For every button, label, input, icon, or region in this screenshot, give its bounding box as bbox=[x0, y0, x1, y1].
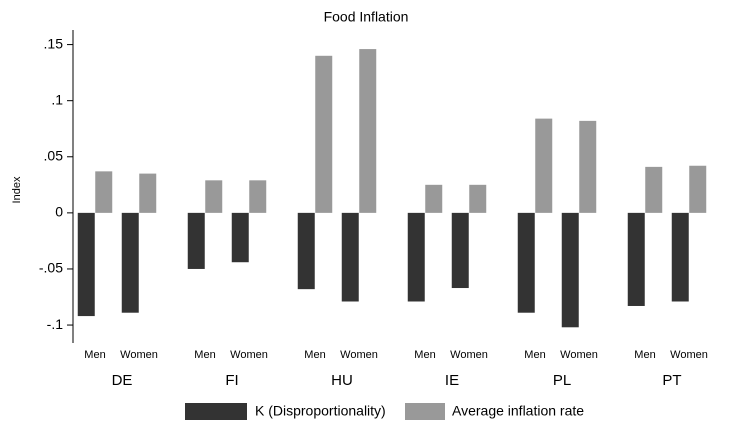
bar bbox=[187, 212, 205, 269]
bar bbox=[425, 184, 443, 213]
x-tick-label: Women bbox=[230, 349, 268, 361]
bar bbox=[205, 180, 223, 213]
x-tick-label: Men bbox=[194, 349, 215, 361]
y-tick-label: 0 bbox=[55, 204, 63, 220]
bar bbox=[407, 212, 425, 302]
bar bbox=[315, 55, 333, 213]
y-tick-label: .1 bbox=[51, 91, 63, 107]
x-tick-label: Women bbox=[120, 349, 158, 361]
y-tick-label: -.05 bbox=[39, 260, 63, 276]
bar bbox=[535, 118, 553, 213]
x-tick-label: Men bbox=[84, 349, 105, 361]
group-label: IE bbox=[445, 372, 459, 389]
bar bbox=[561, 212, 579, 328]
x-tick-label: Men bbox=[304, 349, 325, 361]
bar bbox=[671, 212, 689, 302]
chart-title: Food Inflation bbox=[324, 9, 409, 25]
group-label: FI bbox=[225, 372, 238, 389]
bar bbox=[359, 49, 377, 213]
legend-label: K (Disproportionality) bbox=[255, 403, 386, 419]
y-axis-label: Index bbox=[11, 176, 23, 203]
bar bbox=[231, 212, 249, 263]
bar bbox=[249, 180, 267, 213]
bar bbox=[645, 166, 663, 213]
bar bbox=[517, 212, 535, 313]
bar bbox=[627, 212, 645, 306]
y-tick-label: -.1 bbox=[47, 316, 64, 332]
x-tick-label: Women bbox=[560, 349, 598, 361]
bar bbox=[139, 173, 157, 213]
legend-swatch bbox=[405, 403, 445, 420]
bar bbox=[341, 212, 359, 302]
y-tick-label: .05 bbox=[44, 147, 64, 163]
group-label: DE bbox=[112, 372, 133, 389]
x-tick-label: Men bbox=[634, 349, 655, 361]
group-label: PT bbox=[662, 372, 681, 389]
x-tick-label: Men bbox=[414, 349, 435, 361]
bar bbox=[297, 212, 315, 290]
bar bbox=[77, 212, 95, 317]
group-label: PL bbox=[553, 372, 571, 389]
bar bbox=[451, 212, 469, 289]
legend-label: Average inflation rate bbox=[452, 403, 584, 419]
y-tick-label: .15 bbox=[44, 35, 64, 51]
group-label: HU bbox=[331, 372, 353, 389]
bar bbox=[469, 184, 487, 213]
x-tick-label: Women bbox=[450, 349, 488, 361]
bar bbox=[121, 212, 139, 313]
legend-swatch bbox=[185, 403, 247, 420]
x-tick-label: Women bbox=[340, 349, 378, 361]
x-tick-label: Women bbox=[670, 349, 708, 361]
bar bbox=[579, 120, 597, 213]
bar bbox=[95, 171, 113, 213]
x-tick-label: Men bbox=[524, 349, 545, 361]
bar bbox=[689, 165, 707, 213]
